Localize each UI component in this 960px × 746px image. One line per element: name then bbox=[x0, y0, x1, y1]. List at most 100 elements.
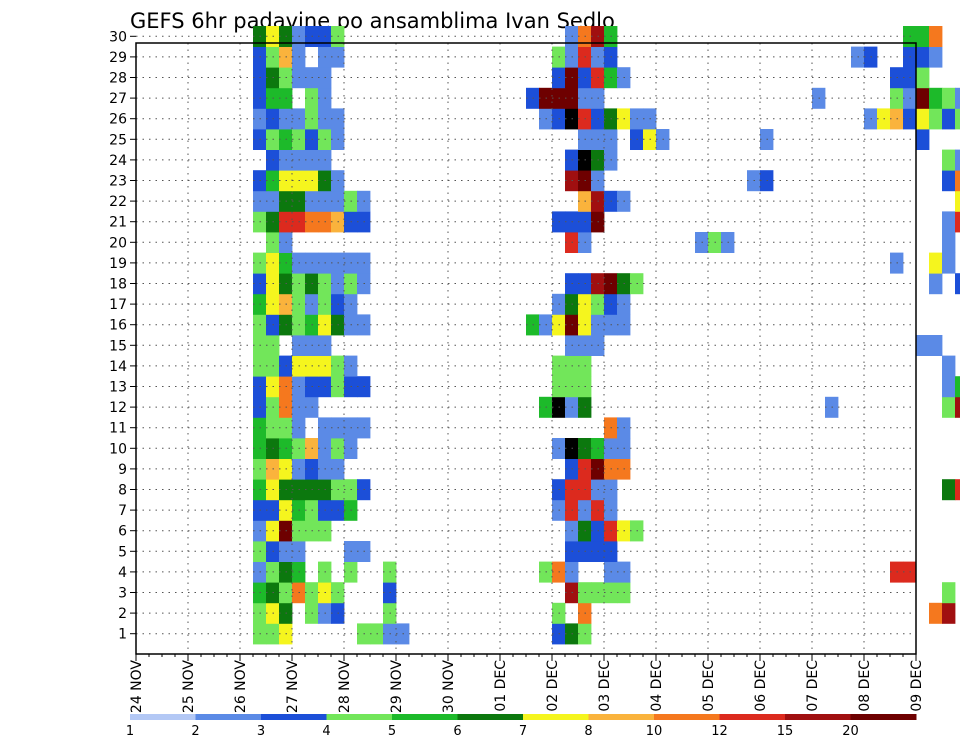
y-tick-label: 9 bbox=[118, 462, 127, 478]
heatmap-cell bbox=[942, 479, 956, 501]
heatmap-cell bbox=[916, 87, 930, 109]
y-tick-label: 30 bbox=[109, 29, 127, 45]
colorbar-swatch bbox=[130, 714, 196, 720]
colorbar-swatch bbox=[457, 714, 524, 720]
heatmap-cell bbox=[929, 335, 943, 356]
x-tick-label: 24 NOV bbox=[129, 660, 145, 714]
y-tick-label: 14 bbox=[109, 359, 127, 375]
colorbar-label: 7 bbox=[519, 724, 527, 739]
colorbar-swatch bbox=[195, 714, 262, 720]
y-tick-label: 3 bbox=[118, 586, 127, 602]
x-axis: 24 NOV 25 NOV 26 NOV 27 NOV 28 NOV 29 NOV 30 N… bbox=[129, 654, 925, 713]
y-tick-label: 23 bbox=[109, 174, 127, 190]
chart-title: GEFS 6hr padavine po ansamblima Ivan Sed… bbox=[130, 9, 615, 33]
y-tick-label: 22 bbox=[109, 194, 127, 210]
colorbar-swatch bbox=[326, 714, 393, 720]
y-tick-label: 8 bbox=[118, 483, 127, 499]
y-tick-label: 25 bbox=[109, 132, 127, 148]
heatmap-cell bbox=[942, 232, 956, 253]
y-tick-label: 29 bbox=[109, 50, 127, 66]
y-tick-label: 26 bbox=[109, 112, 127, 128]
x-tick-label: 30 NOV bbox=[441, 660, 457, 714]
colorbar-swatch bbox=[588, 714, 655, 720]
heatmap-cell bbox=[929, 46, 943, 68]
y-tick-label: 15 bbox=[109, 338, 127, 354]
colorbar: 1 2 3 4 5 6 7 8 10 12 15 20 bbox=[126, 714, 917, 739]
heatmap-cell bbox=[942, 396, 956, 418]
y-tick-label: 24 bbox=[109, 153, 127, 169]
heatmap-cell bbox=[929, 252, 943, 274]
heatmap-cell bbox=[942, 376, 956, 398]
heatmap-cell bbox=[916, 46, 930, 68]
heatmap-cell bbox=[916, 335, 930, 356]
heatmap-cell bbox=[942, 211, 956, 233]
colorbar-swatch bbox=[261, 714, 327, 720]
colorbar-label: 15 bbox=[777, 724, 794, 739]
heatmap-cell bbox=[942, 252, 956, 274]
x-tick-label: 02 DEC bbox=[545, 660, 561, 712]
colorbar-swatch bbox=[523, 714, 589, 720]
y-axis: 1234567891011121314151617181920212223242… bbox=[109, 29, 136, 643]
heatmap-cell bbox=[955, 149, 960, 171]
colorbar-label: 20 bbox=[842, 724, 859, 739]
y-tick-label: 1 bbox=[118, 627, 127, 643]
y-tick-label: 20 bbox=[109, 235, 127, 251]
y-tick-label: 16 bbox=[109, 318, 127, 334]
heatmap-cell bbox=[929, 602, 943, 624]
x-tick-label: 05 DEC bbox=[701, 660, 717, 712]
heatmap-cell bbox=[916, 26, 930, 47]
heatmap-cell bbox=[929, 26, 943, 47]
heatmap-cell bbox=[955, 190, 960, 212]
colorbar-swatch bbox=[654, 714, 720, 720]
x-tick-label: 07 DEC bbox=[805, 660, 821, 712]
colorbar-label: 4 bbox=[322, 724, 330, 739]
y-tick-label: 27 bbox=[109, 91, 127, 107]
colorbar-label: 2 bbox=[191, 724, 199, 739]
heatmap-cell bbox=[942, 108, 956, 130]
heatmap-cell bbox=[955, 211, 960, 233]
heatmap-cell bbox=[942, 582, 956, 604]
heatmap-cell bbox=[942, 149, 956, 171]
heatmap-cell bbox=[929, 108, 943, 130]
heatmap-cell bbox=[955, 479, 960, 501]
x-tick-label: 25 NOV bbox=[181, 660, 197, 714]
y-tick-label: 11 bbox=[109, 421, 127, 437]
colorbar-swatch bbox=[392, 714, 458, 720]
colorbar-label: 1 bbox=[126, 724, 134, 739]
y-tick-label: 12 bbox=[109, 400, 127, 416]
heatmap-cell bbox=[955, 396, 960, 418]
heatmap-cell bbox=[929, 273, 943, 295]
heatmap-cell bbox=[955, 273, 960, 295]
y-tick-label: 19 bbox=[109, 256, 127, 272]
x-tick-label: 01 DEC bbox=[493, 660, 509, 712]
heatmap-cell bbox=[916, 67, 930, 89]
x-tick-label: 08 DEC bbox=[857, 660, 873, 712]
colorbar-label: 8 bbox=[584, 724, 592, 739]
y-tick-label: 21 bbox=[109, 215, 127, 231]
colorbar-label: 5 bbox=[388, 724, 396, 739]
colorbar-label: 6 bbox=[453, 724, 461, 739]
y-tick-label: 4 bbox=[118, 565, 127, 581]
heatmap-cell bbox=[942, 87, 956, 109]
heatmap-cell bbox=[916, 108, 930, 130]
heatmap-cell bbox=[955, 170, 960, 192]
y-tick-label: 10 bbox=[109, 441, 127, 457]
x-tick-label: 06 DEC bbox=[753, 660, 769, 712]
y-tick-label: 17 bbox=[109, 297, 127, 313]
heatmap-cell bbox=[942, 602, 956, 624]
x-tick-label: 09 DEC bbox=[909, 660, 925, 712]
colorbar-label: 3 bbox=[257, 724, 265, 739]
y-tick-label: 2 bbox=[118, 606, 127, 622]
x-tick-label: 26 NOV bbox=[233, 660, 249, 714]
x-tick-label: 27 NOV bbox=[285, 660, 301, 714]
heatmap-cell bbox=[955, 108, 960, 130]
x-tick-label: 29 NOV bbox=[389, 660, 405, 714]
y-tick-label: 7 bbox=[118, 503, 127, 519]
y-tick-label: 28 bbox=[109, 71, 127, 87]
heatmap-cells bbox=[253, 26, 960, 645]
colorbar-label: 12 bbox=[711, 724, 728, 739]
x-tick-label: 28 NOV bbox=[337, 660, 353, 714]
colorbar-swatch bbox=[785, 714, 851, 720]
colorbar-swatch bbox=[850, 714, 917, 720]
